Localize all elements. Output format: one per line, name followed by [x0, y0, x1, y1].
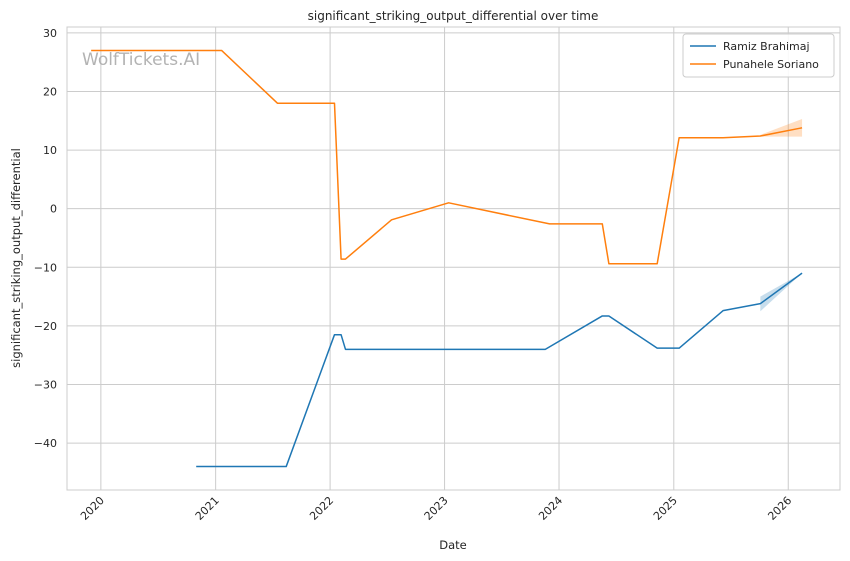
confidence-band-ramiz-brahimaj: [760, 273, 803, 312]
watermark-text: WolfTickets.AI: [82, 50, 200, 70]
y-axis-ticks: −40 −30 −20 −10 0 10 20 30: [34, 27, 57, 450]
y-tick-label: 20: [43, 85, 57, 98]
y-tick-label: 30: [43, 27, 57, 40]
confidence-band-punahele-soriano: [760, 119, 803, 137]
y-tick-label: −20: [34, 320, 57, 333]
series-line-ramiz-brahimaj: [196, 272, 803, 468]
plot-area: [66, 26, 841, 491]
confidence-bands: [760, 119, 803, 312]
legend-box: [682, 33, 835, 78]
legend-label-punahele-soriano: Punahele Soriano: [723, 58, 819, 71]
y-tick-label: 10: [43, 144, 57, 157]
y-axis-label: significant_striking_output_differential: [9, 148, 23, 368]
grid-lines: [67, 27, 840, 490]
x-axis-label: Date: [439, 538, 467, 552]
legend: Ramiz Brahimaj Punahele Soriano: [682, 33, 835, 78]
y-tick-label: −30: [34, 379, 57, 392]
series-lines: [91, 49, 803, 468]
series-line-punahele-soriano: [91, 49, 803, 265]
y-tick-label: −10: [34, 261, 57, 274]
y-tick-label: −40: [34, 437, 57, 450]
y-tick-label: 0: [50, 203, 57, 216]
chart-title: significant_striking_output_differential…: [308, 9, 599, 23]
legend-label-ramiz-brahimaj: Ramiz Brahimaj: [723, 40, 810, 53]
